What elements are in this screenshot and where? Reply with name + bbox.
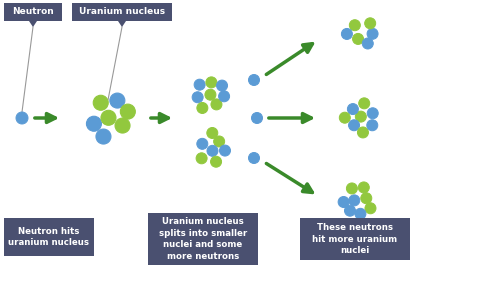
Circle shape xyxy=(367,120,378,131)
Circle shape xyxy=(192,92,203,103)
Circle shape xyxy=(205,89,216,100)
Circle shape xyxy=(365,18,376,29)
Circle shape xyxy=(339,112,350,123)
Circle shape xyxy=(101,110,116,125)
Circle shape xyxy=(211,99,222,110)
Circle shape xyxy=(249,152,260,164)
FancyBboxPatch shape xyxy=(148,213,258,265)
Circle shape xyxy=(197,102,208,114)
Circle shape xyxy=(249,74,260,86)
Circle shape xyxy=(347,183,358,194)
Circle shape xyxy=(348,104,359,115)
FancyBboxPatch shape xyxy=(72,3,172,21)
Circle shape xyxy=(206,77,217,88)
Circle shape xyxy=(367,28,378,39)
Circle shape xyxy=(194,79,205,90)
Circle shape xyxy=(93,95,108,110)
Circle shape xyxy=(214,136,225,147)
Circle shape xyxy=(207,145,218,156)
Text: These neutrons
hit more uranium
nuclei: These neutrons hit more uranium nuclei xyxy=(312,223,397,255)
Circle shape xyxy=(16,112,28,124)
Circle shape xyxy=(216,80,228,91)
Circle shape xyxy=(196,153,207,164)
Circle shape xyxy=(252,112,263,124)
Circle shape xyxy=(355,111,366,122)
Text: Neutron: Neutron xyxy=(12,7,54,17)
Circle shape xyxy=(348,120,360,131)
Circle shape xyxy=(219,145,230,156)
Circle shape xyxy=(110,93,125,108)
Circle shape xyxy=(361,193,372,204)
Circle shape xyxy=(96,129,111,144)
Circle shape xyxy=(211,156,222,167)
Circle shape xyxy=(359,98,370,109)
Circle shape xyxy=(86,116,101,131)
FancyBboxPatch shape xyxy=(4,3,62,21)
Polygon shape xyxy=(118,21,126,27)
Circle shape xyxy=(218,91,229,102)
Circle shape xyxy=(362,38,373,49)
Circle shape xyxy=(197,138,208,149)
Circle shape xyxy=(355,208,366,219)
Circle shape xyxy=(341,28,352,39)
Text: Uranium nucleus
splits into smaller
nuclei and some
more neutrons: Uranium nucleus splits into smaller nucl… xyxy=(159,217,247,261)
Circle shape xyxy=(358,127,369,138)
Polygon shape xyxy=(29,21,37,27)
FancyBboxPatch shape xyxy=(300,218,410,260)
Text: Neutron hits
uranium nucleus: Neutron hits uranium nucleus xyxy=(9,227,89,247)
Circle shape xyxy=(120,104,135,119)
Circle shape xyxy=(115,118,130,133)
Circle shape xyxy=(358,182,369,193)
Circle shape xyxy=(353,33,363,44)
Circle shape xyxy=(367,108,378,119)
Circle shape xyxy=(365,203,376,214)
Circle shape xyxy=(349,20,360,31)
Circle shape xyxy=(345,205,356,216)
Circle shape xyxy=(207,128,218,138)
Circle shape xyxy=(338,196,349,208)
Circle shape xyxy=(349,195,360,206)
FancyBboxPatch shape xyxy=(4,218,94,256)
Text: Uranium nucleus: Uranium nucleus xyxy=(79,7,165,17)
